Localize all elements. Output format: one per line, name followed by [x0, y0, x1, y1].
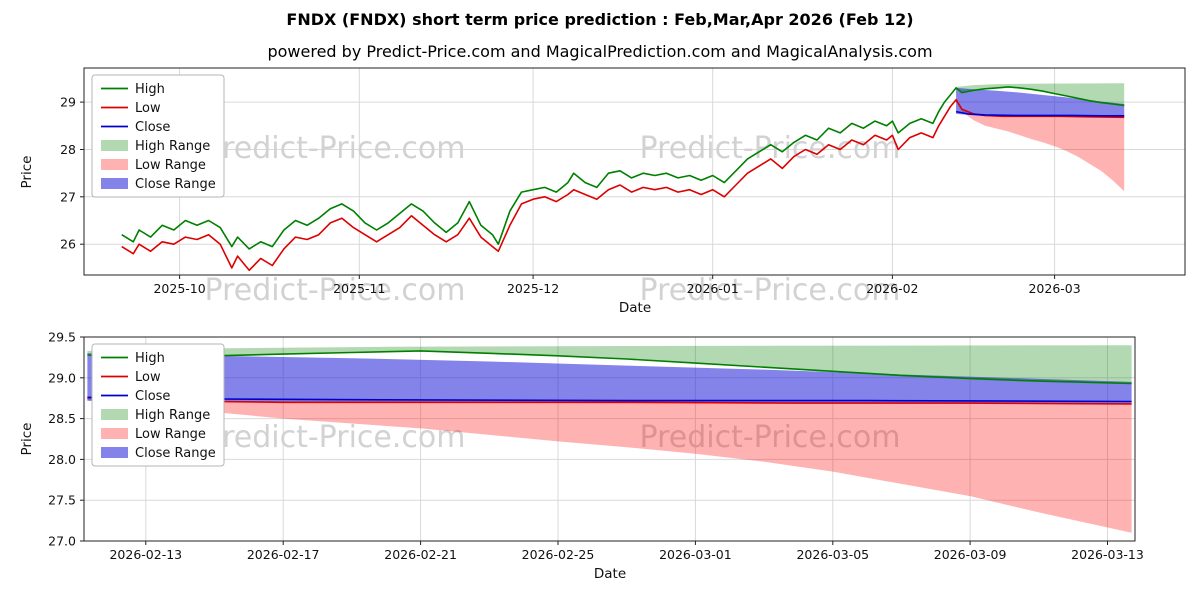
y-tick-label: 28.5 — [48, 411, 76, 426]
watermark-text: Predict-Price.com — [205, 420, 466, 455]
legend-label-high-range: High Range — [135, 408, 210, 423]
y-tick-label: 29.0 — [48, 370, 76, 385]
legend-label-low: Low — [135, 370, 161, 385]
x-tick-label: 2026-02-17 — [247, 547, 320, 562]
watermark-text: Predict-Price.com — [640, 420, 901, 455]
x-tick-label: 2026-02-13 — [109, 547, 182, 562]
y-axis-label: Price — [19, 423, 35, 456]
band-close-range — [956, 87, 1125, 118]
y-tick-label: 26 — [60, 237, 76, 252]
y-tick-label: 28.0 — [48, 452, 76, 467]
chart-0: Predict-Price.com Predict-Price.com Predic… — [19, 67, 1186, 316]
legend-box — [91, 343, 225, 467]
legend-swatch-low-range — [101, 428, 128, 439]
x-tick-label: 2026-03 — [1028, 281, 1080, 296]
watermark-text: Predict-Price.com — [640, 273, 901, 308]
legend-swatch-high-range — [101, 140, 128, 151]
x-tick-label: 2026-02-21 — [384, 547, 457, 562]
watermark-text: Predict-Price.com — [640, 131, 901, 166]
x-axis-label: Date — [619, 300, 651, 316]
chart-1: Predict-Price.com Predict-Price.com 2026-0… — [19, 330, 1144, 583]
figure-title: FNDX (FNDX) short term price prediction … — [286, 10, 914, 29]
x-tick-label: 2026-02-25 — [522, 547, 595, 562]
legend-swatch-high-range — [101, 409, 128, 420]
x-tick-label: 2026-03-09 — [934, 547, 1007, 562]
x-tick-label: 2026-02 — [866, 281, 918, 296]
figure-subtitle: powered by Predict-Price.com and Magical… — [267, 42, 933, 61]
legend-label-close-range: Close Range — [135, 177, 216, 192]
band-low-range — [956, 99, 1125, 192]
legend-swatch-low-range — [101, 159, 128, 170]
legend-label-high: High — [135, 351, 165, 366]
legend-swatch-close-range — [101, 178, 128, 189]
x-tick-label: 2026-03-13 — [1071, 547, 1144, 562]
legend-label-high-range: High Range — [135, 139, 210, 154]
x-tick-label: 2025-11 — [333, 281, 385, 296]
y-tick-label: 29 — [60, 95, 76, 110]
watermark-text: Predict-Price.com — [205, 273, 466, 308]
watermark-text: Predict-Price.com — [205, 131, 466, 166]
band-high-range — [956, 83, 1125, 106]
x-tick-label: 2025-10 — [153, 281, 205, 296]
x-tick-label: 2026-03-05 — [796, 547, 869, 562]
series-line-high — [121, 86, 1125, 250]
legend-label-high: High — [135, 82, 165, 97]
x-tick-label: 2025-12 — [507, 281, 559, 296]
y-axis-label: Price — [19, 156, 35, 189]
band-close-range — [87, 353, 1132, 404]
legend-label-close: Close — [135, 389, 170, 404]
plot-border — [83, 336, 1136, 542]
y-tick-label: 27 — [60, 189, 76, 204]
y-tick-label: 29.5 — [48, 330, 76, 345]
legend-swatch-close-range — [101, 447, 128, 458]
legend-label-low-range: Low Range — [135, 427, 206, 442]
plot-border — [83, 67, 1186, 276]
series-line-close — [955, 110, 1125, 117]
legend-label-close-range: Close Range — [135, 446, 216, 461]
x-tick-label: 2026-03-01 — [659, 547, 732, 562]
legend-box — [91, 74, 225, 198]
series-line-low — [121, 98, 1125, 272]
legend-label-low: Low — [135, 101, 161, 116]
legend-label-close: Close — [135, 120, 170, 135]
band-high-range — [87, 345, 1132, 384]
y-tick-label: 28 — [60, 142, 76, 157]
series-line-high — [87, 350, 1132, 385]
x-tick-label: 2026-01 — [687, 281, 739, 296]
y-tick-label: 27.0 — [48, 534, 76, 549]
legend-label-low-range: Low Range — [135, 158, 206, 173]
band-low-range — [87, 397, 1132, 533]
x-axis-label: Date — [594, 566, 626, 582]
y-tick-label: 27.5 — [48, 493, 76, 508]
